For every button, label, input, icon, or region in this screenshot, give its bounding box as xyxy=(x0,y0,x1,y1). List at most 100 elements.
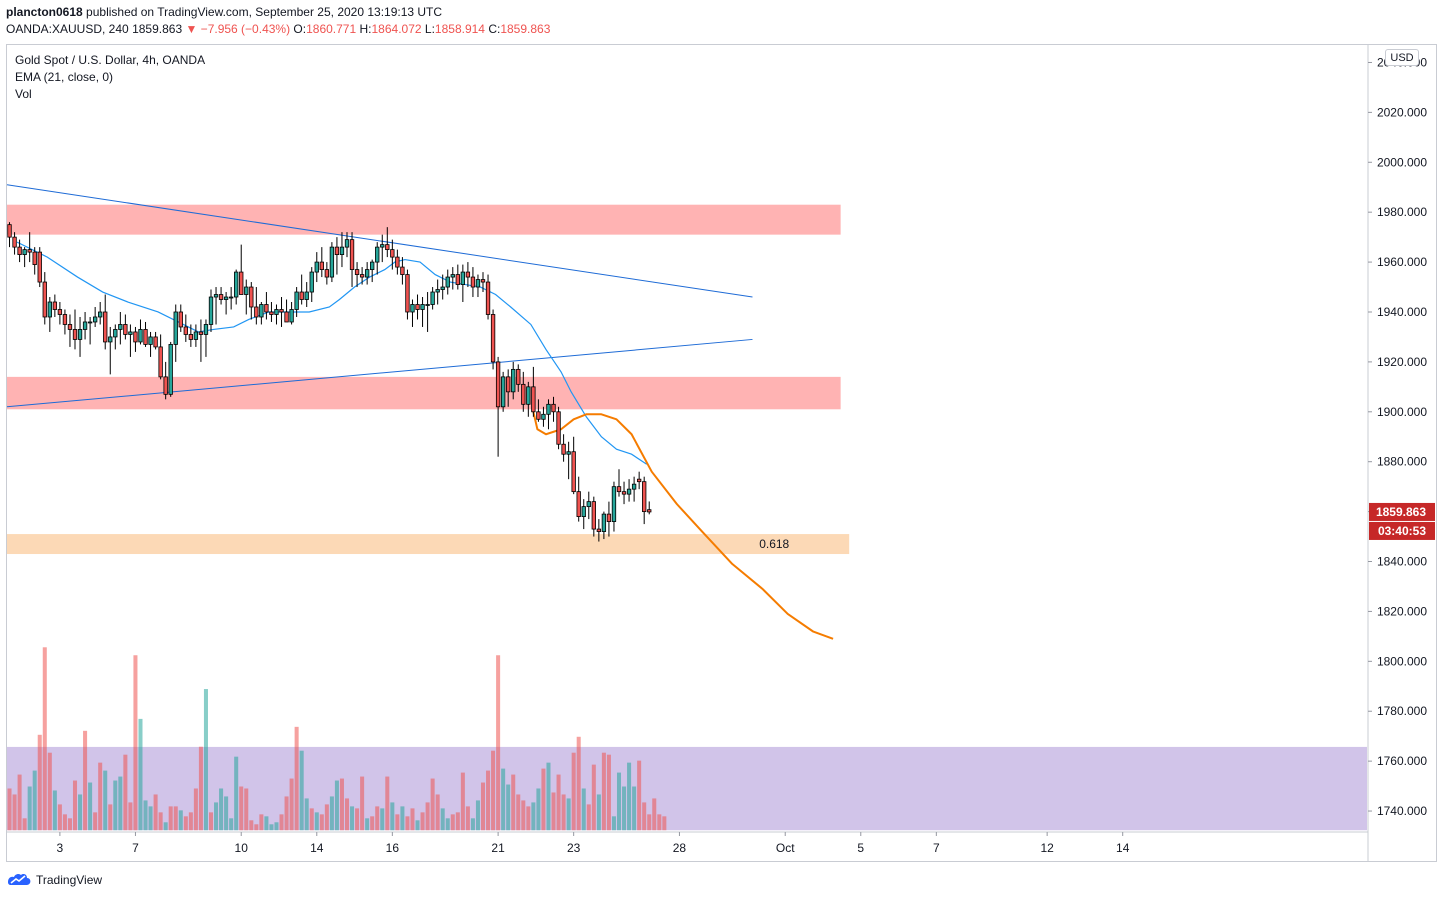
volume-bar xyxy=(395,814,400,831)
candle xyxy=(188,324,194,347)
ema-line xyxy=(16,241,648,465)
candle xyxy=(334,237,340,275)
candle xyxy=(289,302,294,325)
candle xyxy=(430,287,435,310)
candle xyxy=(561,434,566,462)
volume-bar xyxy=(496,655,501,831)
volume-bar xyxy=(657,814,662,831)
candle-body xyxy=(370,261,375,270)
candle-body xyxy=(138,329,143,343)
volume-bar xyxy=(17,774,22,831)
candle xyxy=(42,272,47,325)
candle-body xyxy=(450,274,455,278)
volume-bar xyxy=(324,804,329,831)
candle-body xyxy=(375,246,380,263)
volume-bar xyxy=(279,814,284,831)
candle-body xyxy=(596,528,602,532)
legend-vol[interactable]: Vol xyxy=(15,87,32,101)
volume-bar xyxy=(264,816,269,831)
candle-body xyxy=(32,251,37,265)
candle-body xyxy=(198,331,204,335)
candle xyxy=(92,307,98,327)
candle xyxy=(475,274,481,298)
candle-body xyxy=(188,334,194,340)
high-value: 1864.072 xyxy=(371,22,422,36)
volume-bar xyxy=(88,782,93,831)
currency-button[interactable]: USD xyxy=(1385,49,1419,66)
candle xyxy=(329,242,335,283)
close-value: 1859.863 xyxy=(500,22,551,36)
y-tick-label: 1960.000 xyxy=(1377,255,1427,269)
candle-body xyxy=(480,279,486,283)
candle-body xyxy=(425,304,430,306)
candle-body xyxy=(113,329,118,338)
volume-bar xyxy=(360,776,365,831)
volume-bar xyxy=(415,820,420,831)
symbol-label: OANDA:XAUUSD, 240 xyxy=(6,22,129,36)
candle-body xyxy=(77,329,83,340)
candle-body xyxy=(228,296,234,299)
volume-bar xyxy=(239,786,244,831)
volume-bar xyxy=(491,750,496,831)
candle-body xyxy=(485,281,491,315)
candle xyxy=(87,316,93,345)
x-tick-label: 3 xyxy=(57,841,64,855)
candle xyxy=(178,304,183,332)
x-tick-label: 21 xyxy=(491,841,505,855)
candle xyxy=(571,436,576,495)
candle xyxy=(138,319,143,345)
candle xyxy=(349,232,355,288)
candle xyxy=(7,222,12,248)
candle-body xyxy=(359,274,365,278)
candle-body xyxy=(269,311,274,315)
candle-body xyxy=(561,443,566,455)
volume-bar xyxy=(103,770,108,831)
volume-bar xyxy=(284,796,289,831)
low-label: L: xyxy=(424,22,435,36)
candle-body xyxy=(506,376,511,393)
volume-bar xyxy=(108,804,113,831)
volume-bar xyxy=(319,814,324,831)
zone-0 xyxy=(7,204,841,235)
candle xyxy=(32,247,37,275)
volume-bar xyxy=(445,818,450,831)
candle xyxy=(375,242,380,275)
candle-body xyxy=(37,251,42,283)
x-tick-label: 7 xyxy=(132,841,139,855)
volume-bar xyxy=(304,798,309,831)
candle xyxy=(606,501,612,537)
candle xyxy=(546,399,551,430)
candle xyxy=(576,476,581,522)
volume-bar xyxy=(637,760,642,831)
volume-bar xyxy=(153,794,158,831)
candle-body xyxy=(546,403,551,415)
y-tick-label: 1840.000 xyxy=(1377,555,1427,569)
candle-body xyxy=(279,309,284,313)
publisher-name[interactable]: plancton0618 xyxy=(6,5,83,19)
chart-frame xyxy=(6,44,1437,862)
candle-body xyxy=(208,296,214,325)
legend-ema[interactable]: EMA (21, close, 0) xyxy=(15,70,114,84)
legend-title: Gold Spot / U.S. Dollar, 4h, OANDA xyxy=(15,53,206,67)
candle-body xyxy=(556,411,561,445)
volume-bar xyxy=(546,762,551,831)
candle-body xyxy=(511,368,516,393)
volume-bar xyxy=(551,792,556,831)
candle-body xyxy=(193,331,199,340)
volume-bar xyxy=(12,794,17,831)
candle xyxy=(294,287,299,317)
volume-bar xyxy=(531,802,536,831)
candle xyxy=(526,381,531,417)
published-text: published on TradingView.com, September … xyxy=(86,5,443,19)
candle xyxy=(37,247,42,288)
volume-bar xyxy=(440,808,445,831)
volume-bar xyxy=(47,752,52,831)
candle-body xyxy=(410,304,415,313)
candle-body xyxy=(168,344,173,395)
candle xyxy=(490,309,496,370)
x-tick-label: Oct xyxy=(776,841,795,855)
tradingview-footer[interactable]: TradingView xyxy=(6,871,102,889)
candle xyxy=(591,496,596,537)
candle xyxy=(566,441,571,480)
